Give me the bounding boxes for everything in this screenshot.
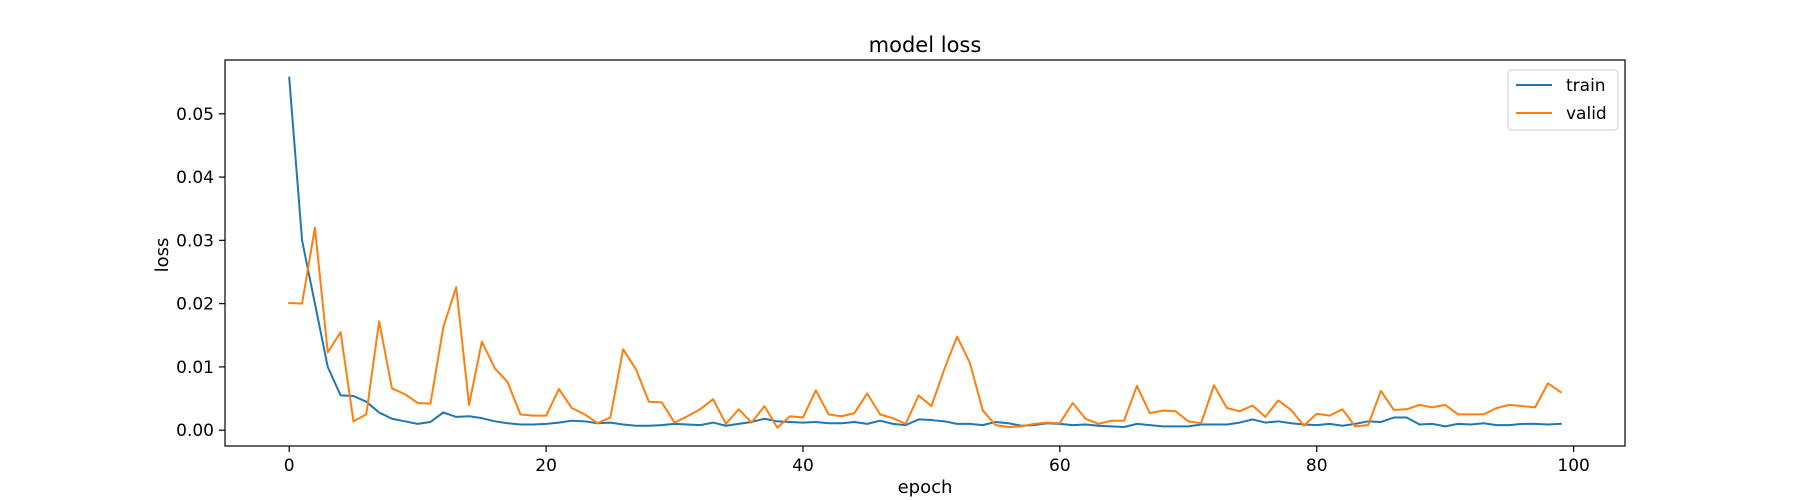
x-tick-label: 40 — [792, 456, 814, 476]
y-tick-label: 0.00 — [176, 421, 214, 441]
x-tick-label: 0 — [284, 456, 295, 476]
x-axis-label: epoch — [898, 477, 953, 498]
legend-label-valid: valid — [1566, 104, 1607, 124]
plot-lines — [288, 76, 1563, 429]
axes: 0 20 40 60 80 100 0.00 0.01 0.02 0.03 0.04 0.05 — [176, 59, 1626, 476]
legend: train valid — [1507, 69, 1619, 131]
series-line-valid — [288, 226, 1563, 429]
x-tick-label: 60 — [1049, 456, 1071, 476]
x-tick-label: 20 — [535, 456, 557, 476]
y-tick-label: 0.03 — [176, 231, 214, 251]
y-tick-label: 0.05 — [176, 105, 214, 125]
y-axis-label: loss — [152, 238, 173, 273]
y-tick-label: 0.02 — [176, 295, 214, 315]
legend-label-train: train — [1566, 76, 1606, 96]
plot-frame — [224, 59, 1626, 447]
x-tick-label: 100 — [1557, 456, 1589, 476]
series-line-train — [288, 76, 1562, 429]
x-tick-label: 80 — [1306, 456, 1328, 476]
y-tick-label: 0.04 — [176, 168, 214, 188]
y-tick-label: 0.01 — [176, 358, 214, 378]
chart-title: model loss — [869, 33, 982, 57]
